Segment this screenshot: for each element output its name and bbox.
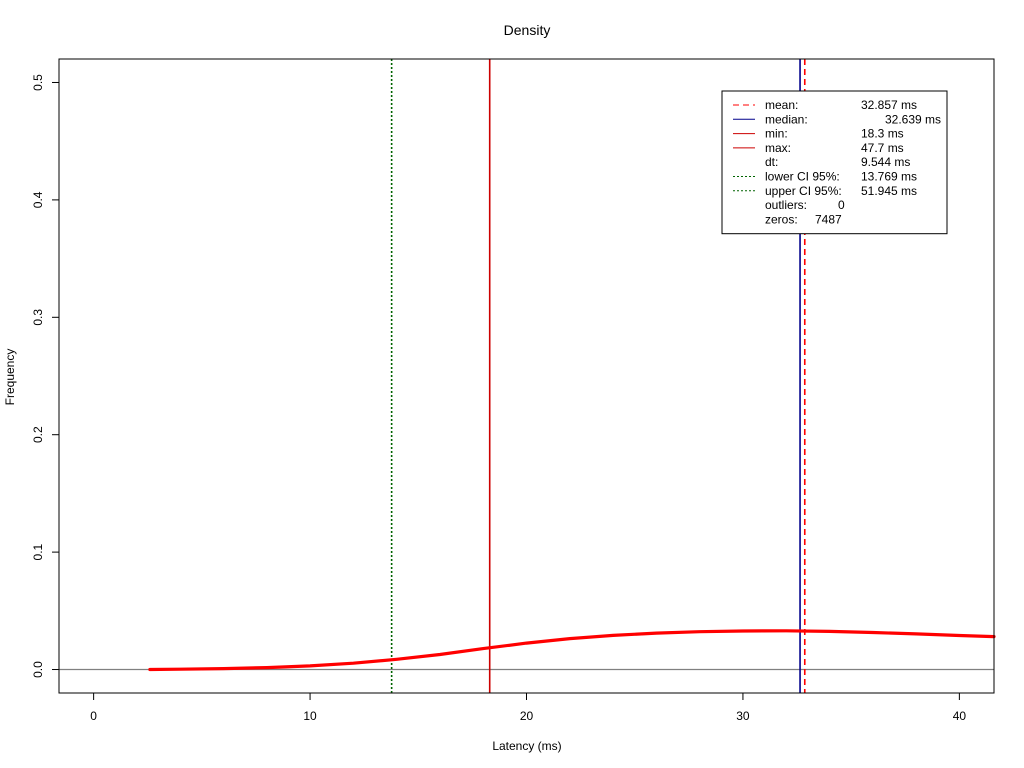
chart-title: Density — [504, 22, 551, 38]
legend-value: 51.945 ms — [861, 184, 917, 198]
y-tick-label: 0.0 — [31, 661, 45, 678]
y-tick-label: 0.2 — [31, 426, 45, 443]
legend-box — [721, 90, 948, 235]
legend-label: upper CI 95%: — [765, 184, 842, 198]
legend-value: 32.857 ms — [861, 98, 917, 112]
x-tick-label: 20 — [520, 709, 534, 723]
legend-label: dt: — [765, 155, 778, 169]
density-curve-layer — [148, 629, 996, 672]
y-tick-label: 0.5 — [31, 74, 45, 91]
legend-value: 47.7 ms — [861, 141, 904, 155]
legend-value: 32.639 ms — [885, 112, 941, 126]
legend-label: outliers: — [765, 198, 807, 212]
legend-value: 0 — [838, 198, 845, 212]
legend-label: max: — [765, 141, 791, 155]
legend-label: mean: — [765, 98, 798, 112]
legend-label: zeros: — [765, 212, 798, 226]
x-tick-label: 0 — [90, 709, 97, 723]
x-tick-label: 10 — [303, 709, 317, 723]
legend-value: 18.3 ms — [861, 127, 904, 141]
legend-value: 13.769 ms — [861, 170, 917, 184]
legend-value: 7487 — [815, 212, 842, 226]
legend-label: median: — [765, 112, 808, 126]
y-tick-label: 0.1 — [31, 543, 45, 560]
y-tick-label: 0.3 — [31, 309, 45, 326]
density-curve — [148, 629, 996, 672]
x-tick-label: 40 — [953, 709, 967, 723]
x-axis-label: Latency (ms) — [492, 739, 561, 753]
plot-frame — [58, 58, 995, 694]
legend: mean: 32.857 ms median: 32.639 ms min: 18.3 m… — [721, 90, 948, 235]
y-axis-label: Frequency — [3, 349, 17, 406]
legend-label: min: — [765, 127, 788, 141]
legend-value: 9.544 ms — [861, 155, 910, 169]
x-tick-label: 30 — [736, 709, 750, 723]
y-tick-label: 0.4 — [31, 191, 45, 208]
legend-label: lower CI 95%: — [765, 170, 840, 184]
